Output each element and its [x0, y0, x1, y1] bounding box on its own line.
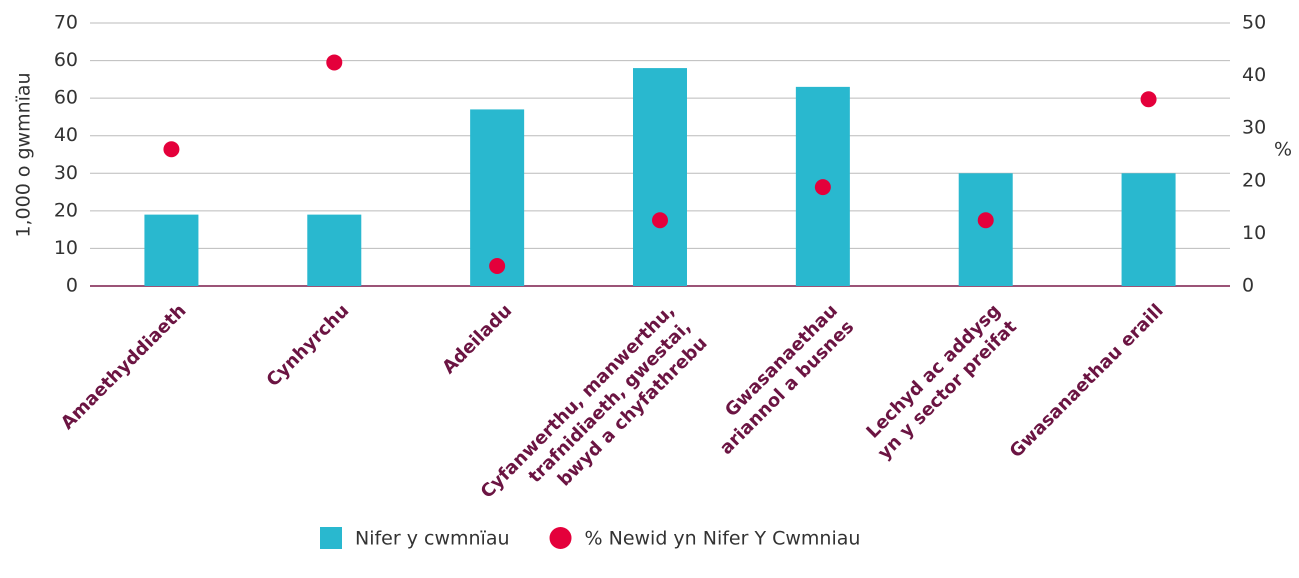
y-tick-label: 40 [54, 124, 78, 146]
y-tick-label: 20 [54, 199, 78, 221]
y2-tick-label: 30 [1242, 117, 1266, 139]
y-tick-label: 0 [66, 275, 78, 297]
bar [633, 68, 687, 286]
dot [814, 179, 831, 196]
x-tick-line: Amaethyddiaeth [57, 300, 191, 434]
x-tick-label: Gwasanaethauariannol a busnes [700, 300, 859, 459]
x-tick-label: Lechyd ac addysgyn y sector preifat [858, 300, 1022, 464]
x-tick-line: yn y sector preifat [874, 316, 1022, 464]
y2-tick-label: 20 [1242, 169, 1266, 191]
y-tick-label: 70 [54, 12, 78, 34]
legend-label: % Newid yn Nifer Y Cwmniau [585, 528, 861, 550]
x-tick-label: Adeiladu [438, 300, 516, 378]
dot [1140, 91, 1157, 108]
y-axis-label: 1,000 o gwmnïau [13, 72, 35, 237]
legend-swatch [320, 527, 342, 549]
x-tick-label: Amaethyddiaeth [57, 300, 191, 434]
x-tick-line: Cynhyrchu [263, 300, 354, 391]
y-tick-label: 30 [54, 162, 78, 184]
y-tick-label: 10 [54, 237, 78, 259]
bar [1121, 173, 1176, 286]
x-tick-label: Cynhyrchu [263, 300, 354, 391]
y-tick-label: 60 [54, 49, 78, 71]
x-tick-line: Lechyd ac addysg [862, 300, 1004, 442]
x-tick-label: Gwasanaethau eraill [1006, 300, 1168, 462]
dot [652, 212, 668, 229]
y2-tick-label: 0 [1242, 275, 1254, 297]
bar [958, 173, 1013, 286]
x-tick-line: Adeiladu [438, 300, 516, 378]
y2-tick-label: 50 [1242, 12, 1266, 34]
y2-tick-label: 40 [1242, 64, 1266, 86]
y2-axis-label: % [1274, 139, 1292, 161]
legend-swatch [549, 527, 572, 549]
x-tick-label: Cyfanwerthu, manwerthu,trafnidiaeth, gwe… [477, 300, 712, 535]
x-tick-line: trafnidiaeth, gwestai, [525, 316, 696, 487]
bar [470, 109, 525, 287]
dot [977, 212, 994, 229]
y-tick-label: 60 [54, 87, 78, 109]
dot [326, 54, 343, 71]
dot [489, 258, 506, 275]
bar [144, 214, 199, 286]
y2-tick-label: 10 [1242, 222, 1266, 244]
dot [163, 141, 180, 158]
bar [307, 214, 362, 286]
x-tick-line: Gwasanaethau eraill [1006, 300, 1168, 462]
x-tick-line: ariannol a busnes [716, 316, 858, 458]
legend-label: Nifer y cwmnïau [355, 528, 510, 550]
